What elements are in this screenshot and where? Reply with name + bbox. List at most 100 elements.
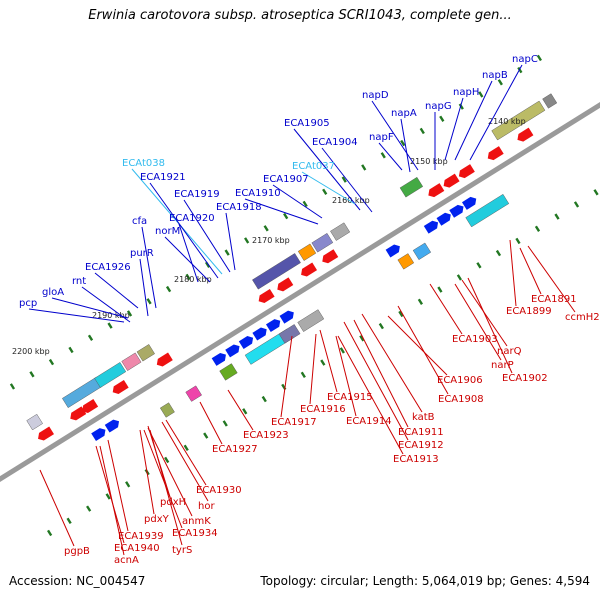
gene-arrow-blue[interactable] (279, 309, 297, 324)
cog-box[interactable] (159, 402, 175, 418)
leader-line (95, 445, 125, 544)
gene-arrow-red[interactable] (68, 406, 87, 422)
gene-arrow-blue[interactable] (385, 242, 403, 258)
gene-arrow-red[interactable] (320, 249, 339, 265)
leader-line (519, 247, 542, 295)
track-dot (419, 127, 425, 135)
cog-box[interactable] (542, 93, 558, 109)
cog-box[interactable] (399, 176, 424, 198)
cog-box[interactable] (136, 344, 155, 362)
gene-label-bottom: ECA1903 (452, 334, 498, 345)
gene-arrow-red[interactable] (426, 183, 445, 199)
genome-summary: Topology: circular; Length: 5,064,019 bp… (260, 574, 590, 588)
cog-box[interactable] (94, 362, 127, 388)
cog-box[interactable] (121, 352, 142, 371)
gene-label-bottom: katB (412, 412, 435, 423)
gene-label-bottom: ECA1899 (506, 306, 552, 317)
gene-arrow-blue[interactable] (252, 325, 269, 341)
leader-line (107, 439, 129, 532)
gene-arrow-red[interactable] (110, 379, 129, 396)
track-dot (476, 262, 482, 269)
track-dot (536, 54, 542, 62)
gene-label-top: gloA (42, 287, 64, 298)
track-dot (302, 200, 308, 208)
cog-box[interactable] (185, 385, 202, 402)
gene-arrow-blue[interactable] (104, 417, 122, 433)
leader-line (454, 80, 493, 161)
gene-arrow-red[interactable] (485, 146, 504, 162)
cog-box[interactable] (397, 253, 415, 270)
gene-arrow-blue[interactable] (238, 334, 256, 349)
leader-line (444, 97, 464, 161)
cog-box[interactable] (465, 193, 510, 228)
cog-box[interactable] (311, 233, 334, 253)
gene-arrow-red[interactable] (36, 426, 54, 443)
track-dot (9, 383, 16, 390)
leader-line (371, 100, 419, 171)
track-dot (107, 322, 113, 329)
ruler-tick-label: 2140 kbp (488, 117, 526, 126)
gene-arrow-blue[interactable] (449, 203, 466, 218)
track-dot (515, 237, 521, 245)
gene-label-bottom: pdxY (144, 514, 170, 525)
cog-box[interactable] (252, 253, 301, 290)
leader-line (397, 305, 449, 395)
cog-box[interactable] (62, 376, 103, 408)
gene-label-bottom: hor (198, 501, 215, 512)
track-dot (573, 201, 580, 208)
backbone-line (0, 102, 600, 482)
cog-box[interactable] (297, 309, 325, 332)
track-dot (87, 334, 94, 341)
gene-arrow-red[interactable] (441, 173, 460, 190)
cog-box[interactable] (26, 413, 43, 431)
gene-label-top: napC (512, 54, 538, 65)
gene-arrow-red[interactable] (275, 277, 294, 293)
cog-box[interactable] (491, 100, 546, 141)
gene-label-bottom: ECA1908 (438, 394, 484, 405)
track-dot (242, 408, 248, 415)
gene-arrow-blue[interactable] (265, 317, 283, 333)
track-dot (300, 371, 306, 378)
track-dot (495, 249, 502, 257)
leader-line (183, 199, 231, 273)
gene-arrow-blue[interactable] (423, 219, 441, 234)
gene-arrow-red[interactable] (256, 288, 275, 305)
gene-arrow-red[interactable] (299, 262, 318, 279)
gene-label-bottom: ECA1939 (118, 531, 164, 542)
leader-line (301, 171, 356, 205)
track-dot (497, 79, 503, 86)
gene-label-bottom: narQ (497, 346, 522, 357)
cog-box[interactable] (219, 363, 238, 381)
cog-box[interactable] (297, 243, 317, 261)
gene-arrow-blue[interactable] (91, 426, 108, 442)
gene-arrow-blue[interactable] (436, 211, 454, 226)
ruler-tick-label: 2150 kbp (410, 157, 448, 166)
leader-line (51, 297, 129, 319)
cog-box[interactable] (278, 324, 301, 344)
track-dot (359, 335, 365, 342)
track-dot (400, 139, 406, 147)
leader-line (244, 198, 319, 225)
cog-box[interactable] (412, 242, 432, 260)
gene-arrow-blue[interactable] (211, 351, 229, 366)
gene-arrow-red[interactable] (515, 127, 534, 144)
gene-label-top: napD (362, 90, 389, 101)
gene-arrow-red[interactable] (154, 352, 173, 368)
track-dot (361, 164, 367, 171)
gene-arrow-red[interactable] (457, 164, 475, 180)
track-dot (534, 225, 541, 232)
gene-label-top: ECA1904 (312, 137, 358, 148)
leader-line (28, 308, 125, 323)
leader-line (353, 319, 409, 428)
gene-label-bottom: ECA1916 (300, 404, 346, 415)
leader-line (199, 401, 223, 445)
gene-label-top: napB (482, 70, 508, 81)
cog-box[interactable] (330, 222, 351, 241)
gene-arrow-blue[interactable] (225, 342, 242, 358)
gene-arrow-red[interactable] (80, 399, 99, 415)
gene-arrow-blue[interactable] (461, 195, 479, 210)
track-dot (593, 189, 599, 196)
track-dot (185, 273, 191, 281)
track-dot (322, 188, 328, 195)
